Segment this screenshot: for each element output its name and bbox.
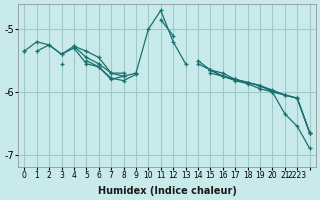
X-axis label: Humidex (Indice chaleur): Humidex (Indice chaleur) [98, 186, 236, 196]
